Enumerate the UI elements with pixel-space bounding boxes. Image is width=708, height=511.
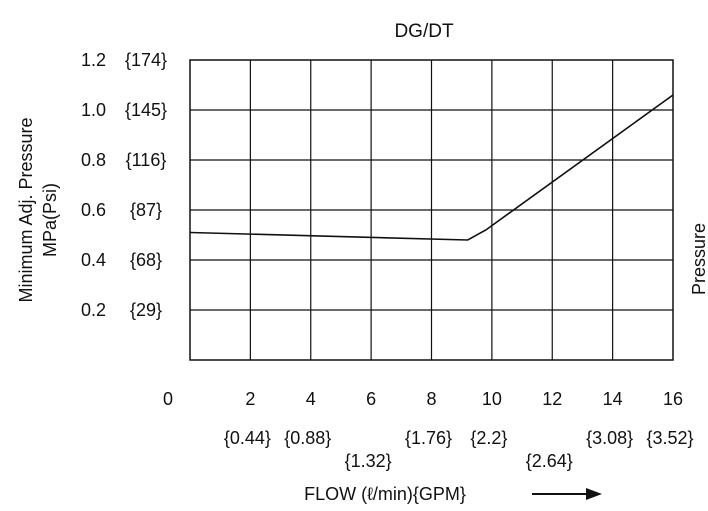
x-axis-label: FLOW (ℓ/min){GPM} bbox=[304, 484, 466, 504]
x-gpm-label: {3.52} bbox=[646, 428, 693, 448]
y-tick-psi: {174} bbox=[125, 50, 167, 70]
y-tick-mpa: 0.2 bbox=[81, 300, 106, 320]
x-tick-label: 4 bbox=[306, 389, 316, 409]
grid-lines bbox=[190, 60, 673, 360]
y-tick-mpa: 0.4 bbox=[81, 250, 106, 270]
x-gpm-label: {1.76} bbox=[405, 428, 452, 448]
x-tick-label: 0 bbox=[163, 389, 173, 409]
x-tick-label: 12 bbox=[542, 389, 562, 409]
y-tick-mpa: 0.8 bbox=[81, 150, 106, 170]
x-gpm-label: {2.2} bbox=[470, 428, 507, 448]
y-axis-label-line2: MPa(Psi) bbox=[40, 183, 60, 257]
x-gpm-label: {0.44} bbox=[224, 428, 271, 448]
x-gpm-label: {2.64} bbox=[526, 451, 573, 471]
y-axis-label-line1: Minimum Adj. Pressure bbox=[16, 117, 36, 302]
x-tick-label: 14 bbox=[603, 389, 623, 409]
y-tick-mpa: 1.0 bbox=[81, 100, 106, 120]
series-group bbox=[189, 94, 674, 241]
x-gpm-label: {0.88} bbox=[284, 428, 331, 448]
x-gpm-labels: {0.44} {0.88} {1.32} {1.76} {2.2} {2.64} {3.08… bbox=[224, 428, 694, 471]
x-tick-label: 10 bbox=[482, 389, 502, 409]
right-cut-label: Pressure bbox=[689, 223, 708, 295]
y-tick-mpa: 0.6 bbox=[81, 200, 106, 220]
y-tick-psi: {116} bbox=[126, 150, 167, 170]
chart-title: DG/DT bbox=[394, 21, 454, 42]
flow-direction-arrow-icon bbox=[532, 488, 602, 500]
y-tick-labels: 1.2 {174} 1.0 {145} 0.8 {116} 0.6 {87} 0.4 {68} 0.… bbox=[81, 50, 167, 320]
y-tick-psi: {145} bbox=[125, 100, 167, 120]
x-tick-label: 6 bbox=[366, 389, 376, 409]
x-tick-label: 2 bbox=[245, 389, 255, 409]
x-tick-labels: 0 2 4 6 8 10 12 14 16 bbox=[163, 389, 683, 409]
plot-border bbox=[189, 59, 674, 361]
x-tick-label: 8 bbox=[426, 389, 436, 409]
y-tick-psi: {87} bbox=[130, 200, 162, 220]
y-tick-mpa: 1.2 bbox=[81, 50, 106, 70]
y-tick-psi: {68} bbox=[130, 250, 162, 270]
x-tick-label: 16 bbox=[663, 389, 683, 409]
plot-frame bbox=[189, 59, 674, 361]
series-line bbox=[189, 94, 674, 241]
x-gpm-label: {1.32} bbox=[345, 451, 392, 471]
x-gpm-label: {3.08} bbox=[586, 428, 633, 448]
y-tick-psi: {29} bbox=[130, 300, 162, 320]
